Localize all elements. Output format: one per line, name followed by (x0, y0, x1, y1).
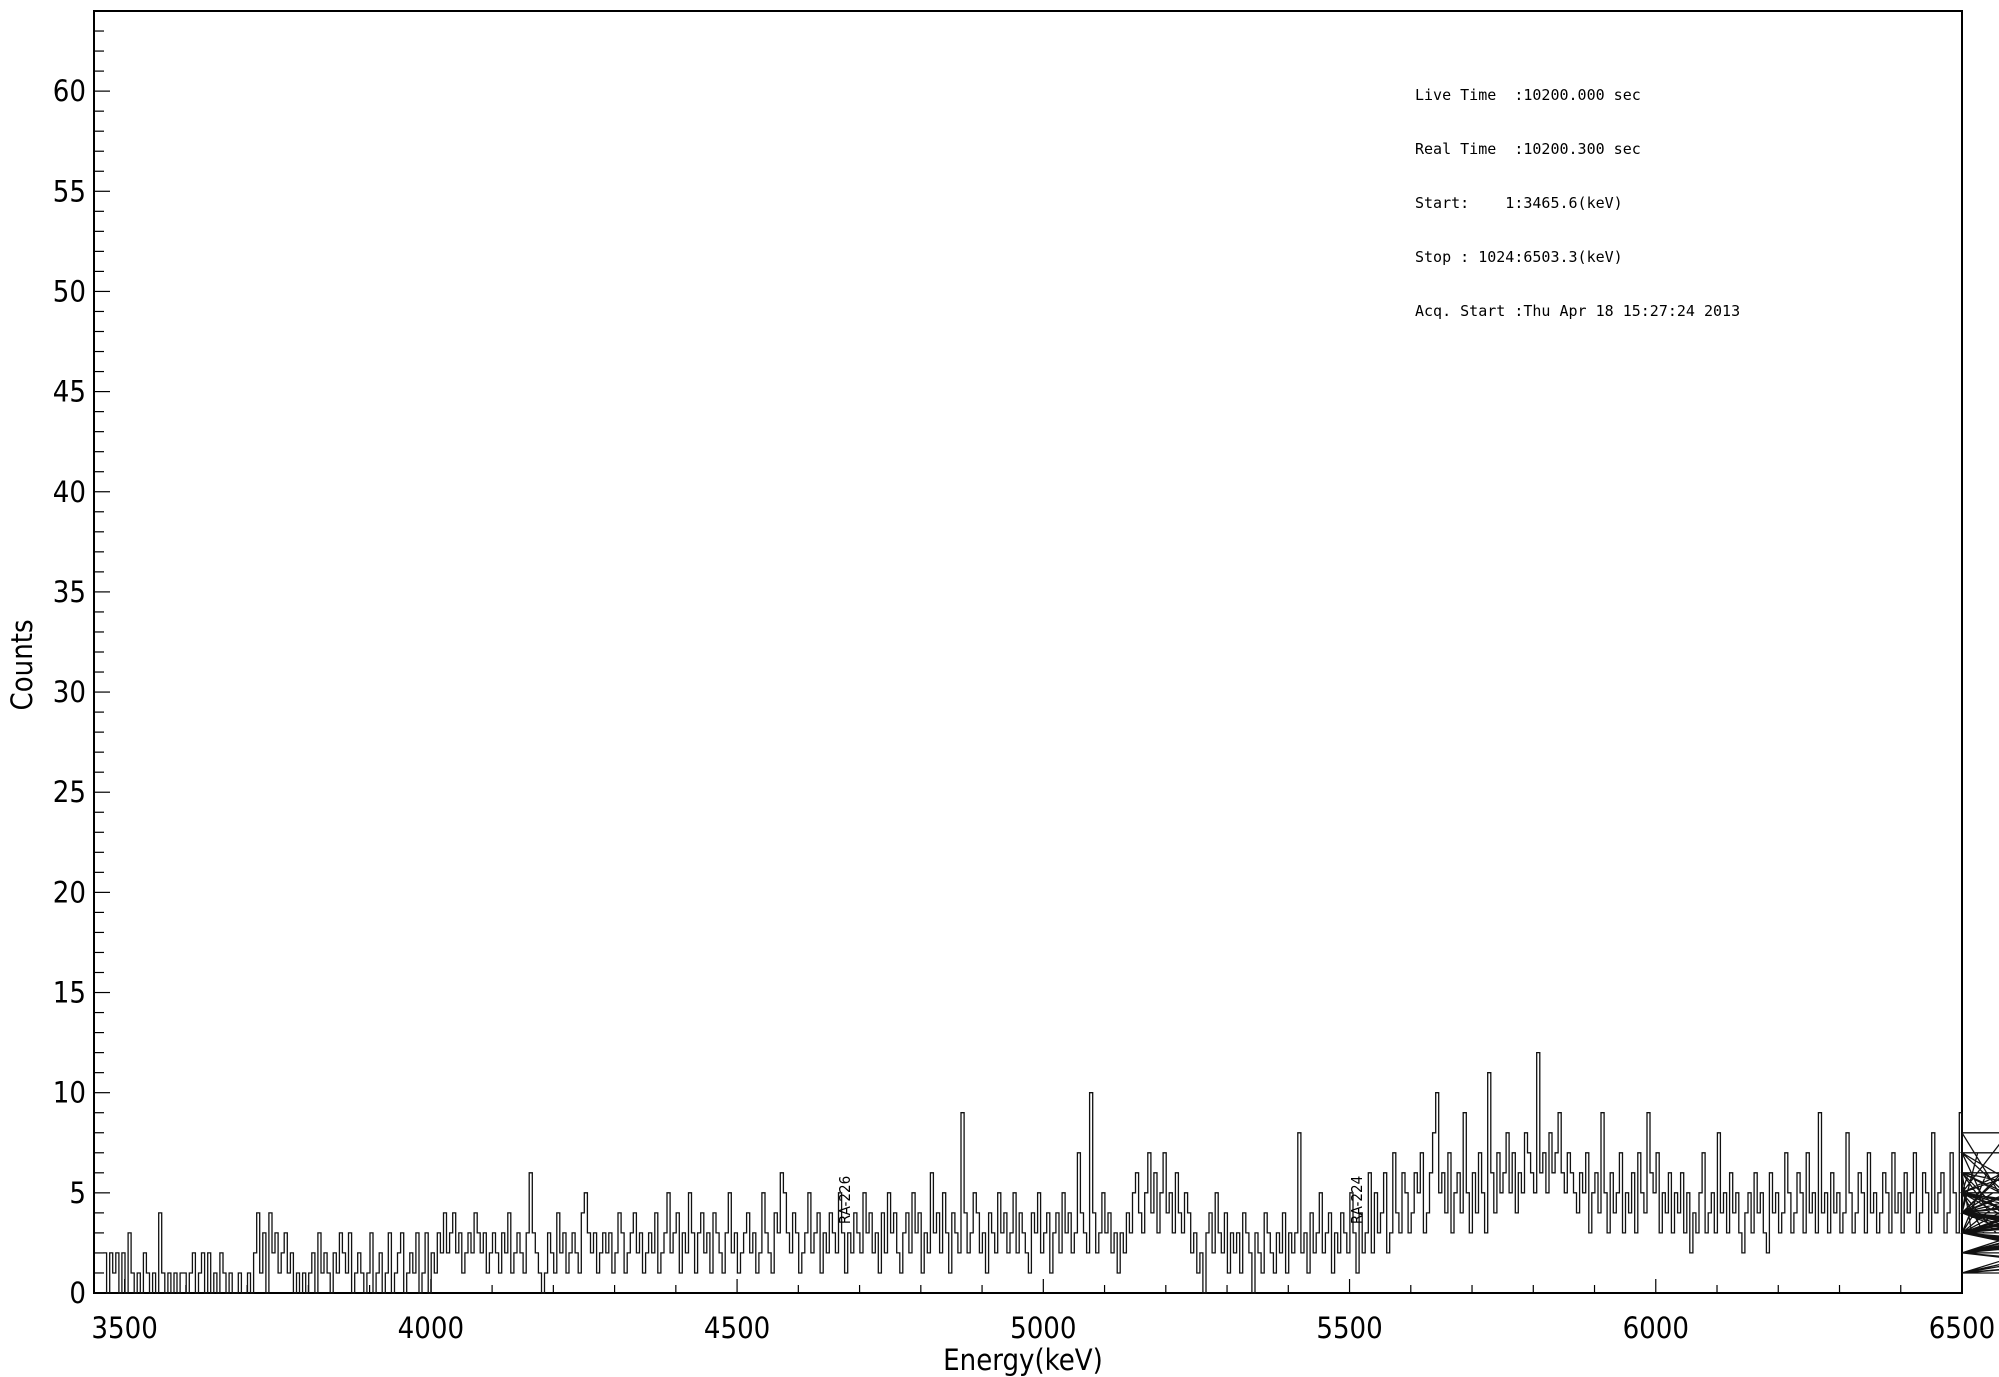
start-line: Start: 1:3465.6(keV) (1415, 194, 1623, 212)
x-tick-label: 6000 (1623, 1311, 1689, 1345)
spectrum-series (103, 1051, 1999, 1294)
y-tick-label: 40 (53, 475, 86, 509)
live-time-line: Live Time :10200.000 sec (1415, 86, 1641, 104)
y-tick-label: 15 (53, 976, 86, 1010)
x-tick-label: 4500 (704, 1311, 770, 1345)
y-axis: 0 5 10 15 20 25 30 35 40 45 50 55 60 (53, 30, 110, 1310)
x-tick-label: 3500 (91, 1311, 157, 1345)
x-axis-title: Energy(keV) (943, 1343, 1103, 1377)
x-tick-label: 6500 (1929, 1311, 1995, 1345)
y-tick-label: 30 (53, 675, 86, 709)
spectrum-line (103, 1051, 1999, 1294)
y-tick-label: 20 (53, 875, 86, 909)
y-tick-label: 50 (53, 274, 86, 308)
x-axis: 3500 4000 4500 5000 5500 6000 6500 (91, 1279, 1995, 1345)
peak-label: RA-224 (1348, 1176, 1366, 1224)
y-tick-label: 0 (69, 1276, 86, 1310)
real-time-line: Real Time :10200.300 sec (1415, 140, 1641, 158)
acq-start-line: Acq. Start :Thu Apr 18 15:27:24 2013 (1415, 302, 1741, 320)
y-tick-label: 25 (53, 775, 86, 809)
y-tick-label: 55 (53, 174, 86, 208)
y-tick-label: 10 (53, 1076, 86, 1110)
acquisition-info: Live Time :10200.000 sec Real Time :1020… (1415, 50, 1740, 338)
y-axis-title: Counts (5, 619, 39, 710)
x-tick-label: 4000 (398, 1311, 464, 1345)
peak-label: RA-226 (836, 1176, 854, 1224)
annotations: RA-226 RA-224 (836, 1176, 1366, 1224)
y-tick-label: 45 (53, 375, 86, 409)
x-tick-label: 5000 (1010, 1311, 1076, 1345)
x-tick-label: 5500 (1316, 1311, 1382, 1345)
y-tick-label: 60 (53, 74, 86, 108)
y-tick-label: 35 (53, 575, 86, 609)
stop-line: Stop : 1024:6503.3(keV) (1415, 248, 1623, 266)
y-tick-label: 5 (69, 1176, 86, 1210)
